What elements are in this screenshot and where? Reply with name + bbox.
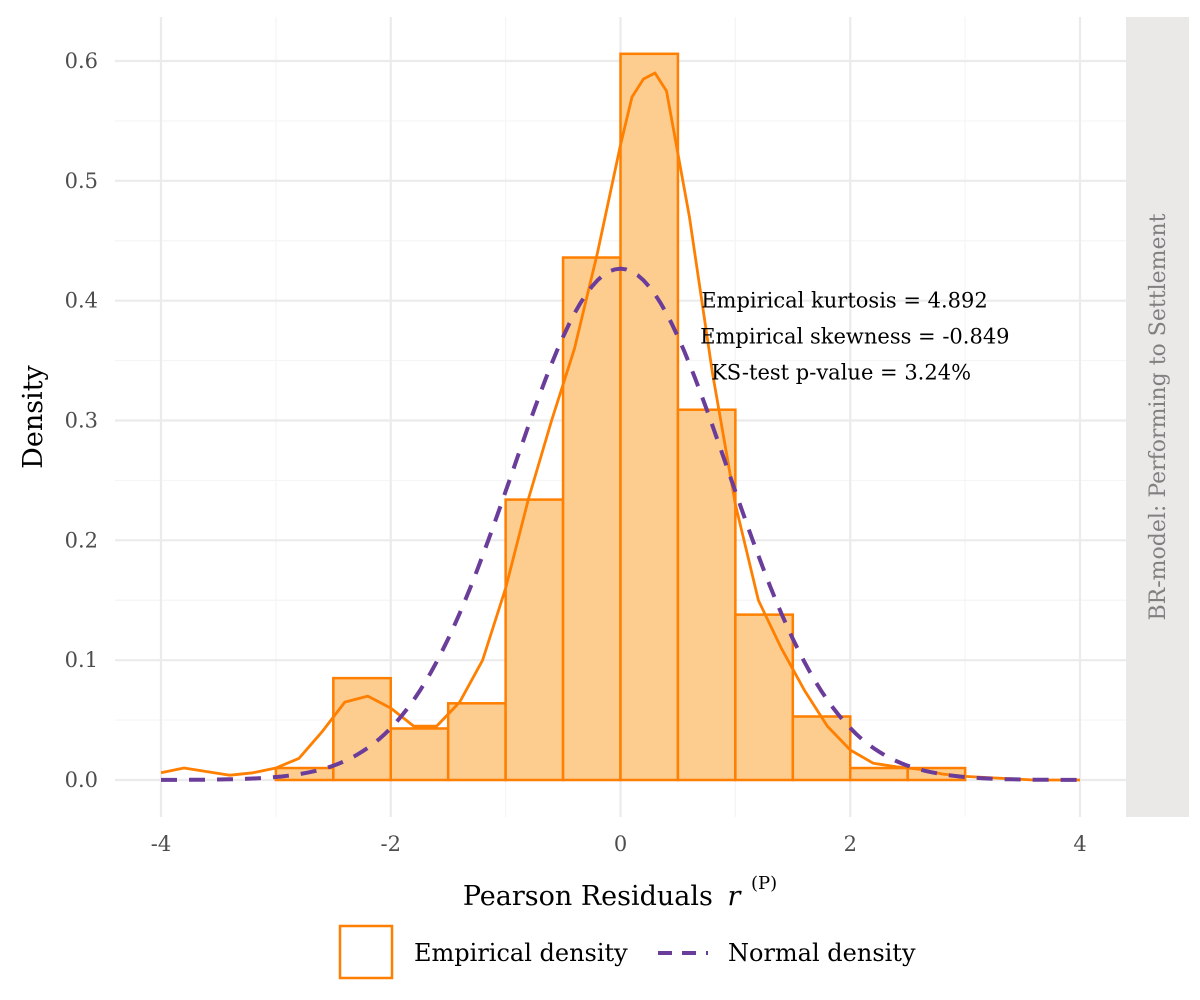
legend-label-normal: Normal density [728,939,916,967]
x-axis-title: Pearson Residuals r (P) [463,873,777,912]
empirical-density-line [160,71,1080,782]
histogram-bar [504,498,565,782]
y-tick-labels: 0.0 0.1 0.2 0.3 0.4 0.5 0.6 [65,49,98,792]
annotation-text: Empirical skewness = -0.849 [700,325,1009,349]
histogram-bar [849,766,909,782]
curves-layer [160,71,1080,782]
x-tick-labels: -4 -2 0 2 4 [151,832,1087,856]
x-tick-label: 0 [614,832,627,856]
y-tick-label: 0.4 [65,289,98,313]
histogram-bar [619,52,680,782]
facet-label: BR-model: Performing to Settlement [1146,213,1171,620]
x-axis-title-text: Pearson Residuals [463,881,713,912]
legend-label-empirical: Empirical density [414,939,628,967]
histogram-bar [734,613,795,782]
legend-key-empirical [338,924,394,980]
annotations: Empirical kurtosis = 4.892 Empirical skew… [700,289,1009,385]
histogram-layer [274,52,967,782]
y-tick-label: 0.5 [65,169,98,193]
histogram-bar [389,727,450,782]
y-tick-label: 0.3 [65,409,98,433]
histogram-bar [676,408,737,782]
x-tick-label: 4 [1073,832,1086,856]
annotation-text: KS-test p-value = 3.24% [711,361,971,385]
legend: Empirical density Normal density [338,924,916,980]
histogram-bar [446,702,507,782]
normal-density-line [161,266,1080,782]
histogram-bar [332,676,392,782]
y-tick-label: 0.1 [65,648,98,672]
x-axis-title-superscript: (P) [751,873,777,894]
y-axis-title: Density [18,364,49,468]
x-tick-label: -4 [151,832,171,856]
x-tick-label: -2 [381,832,401,856]
x-tick-label: 2 [844,832,857,856]
annotation-text: Empirical kurtosis = 4.892 [701,289,988,313]
histogram-bar [561,256,622,782]
x-axis-title-math: r [728,881,743,912]
y-tick-label: 0.6 [65,49,98,73]
histogram-bar [791,715,852,782]
y-tick-label: 0.2 [65,528,98,552]
facet-strip [1126,17,1189,817]
y-tick-label: 0.0 [65,768,98,792]
